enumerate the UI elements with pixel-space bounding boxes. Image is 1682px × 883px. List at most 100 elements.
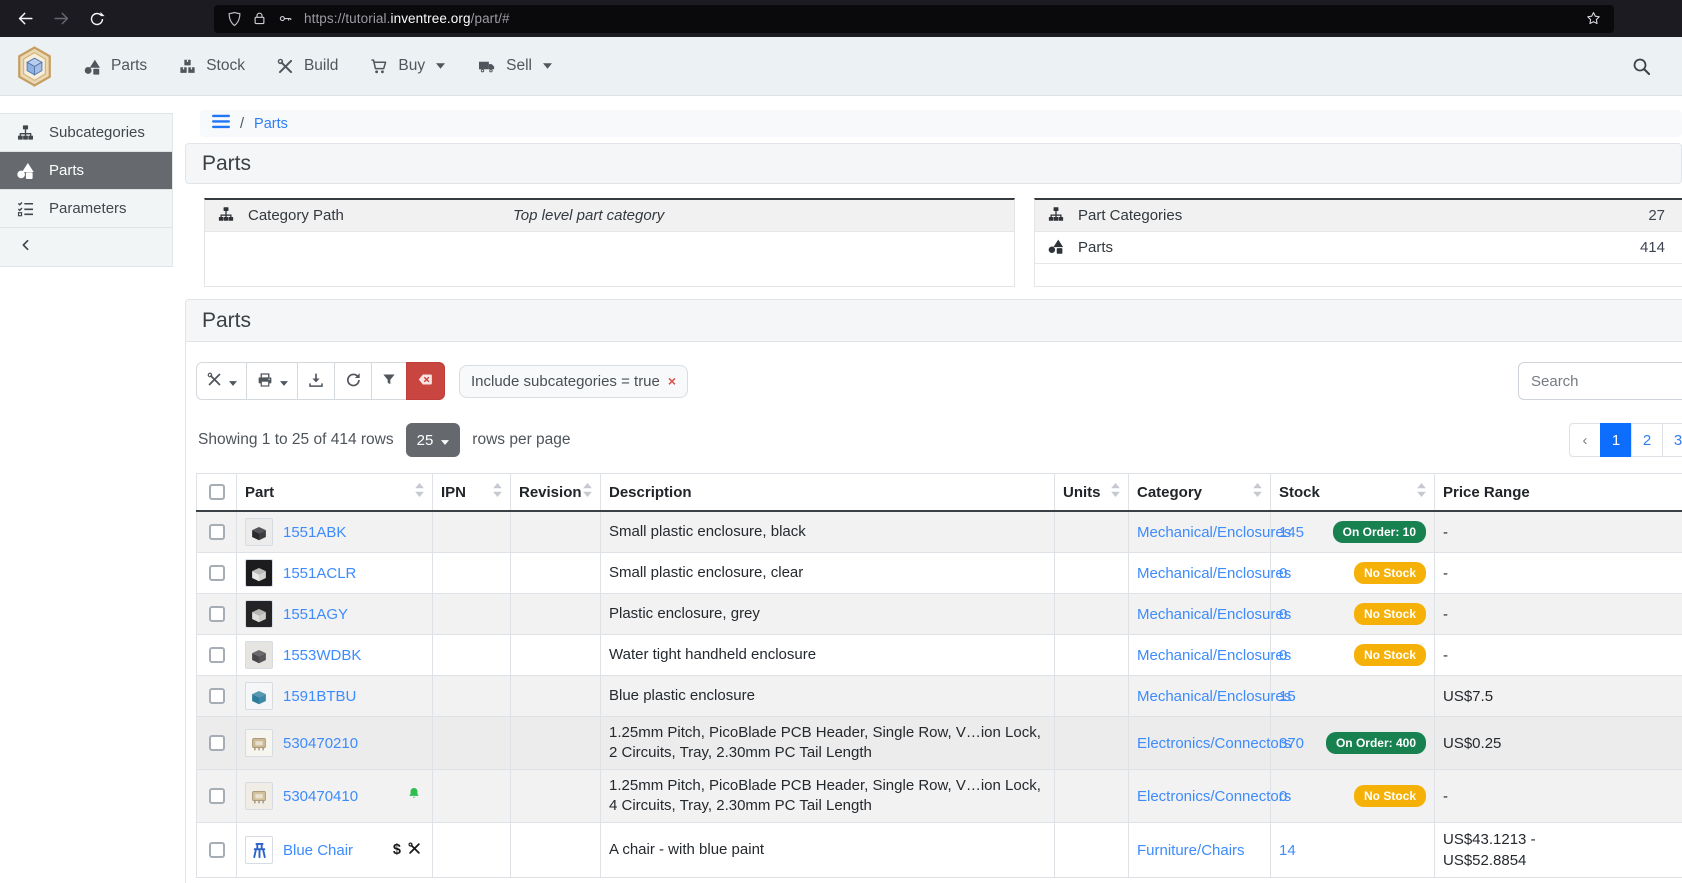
part-link[interactable]: Blue Chair — [283, 841, 354, 859]
row-checkbox[interactable] — [208, 735, 225, 751]
sort-icon[interactable] — [415, 483, 424, 501]
part-thumbnail[interactable] — [245, 600, 273, 628]
nav-item-sell[interactable]: Sell — [476, 57, 552, 76]
sort-icon[interactable] — [493, 483, 502, 501]
sidebar-item-subcategories[interactable]: Subcategories — [0, 114, 172, 152]
select-all-checkbox[interactable] — [208, 484, 225, 500]
part-thumbnail[interactable] — [245, 682, 273, 710]
nav-item-buy[interactable]: Buy — [369, 57, 446, 76]
category-link[interactable]: Electronics/Connectors — [1137, 734, 1292, 752]
search-icon[interactable] — [1631, 56, 1652, 77]
nav-item-build[interactable]: Build — [276, 57, 338, 76]
bookmark-star-icon[interactable] — [1585, 10, 1602, 27]
part-link[interactable]: 530470410 — [283, 787, 359, 805]
column-header-stock[interactable]: Stock — [1270, 473, 1435, 512]
sort-icon[interactable] — [1253, 483, 1262, 501]
category-link[interactable]: Mechanical/Enclosures — [1137, 605, 1292, 623]
description-cell: 1.25mm Pitch, PicoBlade PCB Header, Sing… — [600, 716, 1055, 770]
bell-icon[interactable] — [406, 786, 422, 806]
category-link[interactable]: Mechanical/Enclosures — [1137, 646, 1292, 664]
row-checkbox[interactable] — [208, 606, 225, 622]
search-input[interactable] — [1518, 362, 1682, 400]
part-thumbnail[interactable] — [245, 641, 273, 669]
category-link[interactable]: Electronics/Connectors — [1137, 787, 1292, 805]
part-link[interactable]: 1551ACLR — [283, 564, 357, 582]
part-thumbnail[interactable] — [245, 729, 273, 757]
part-link[interactable]: 1591BTBU — [283, 687, 357, 705]
chevron-down-icon — [229, 374, 237, 389]
refresh-button[interactable] — [334, 362, 372, 400]
pagination-page-2[interactable]: 2 — [1631, 423, 1663, 457]
lock-icon[interactable] — [252, 10, 267, 27]
part-thumbnail[interactable] — [245, 518, 273, 546]
row-checkbox[interactable] — [208, 842, 225, 858]
shield-icon[interactable] — [226, 10, 243, 28]
breadcrumb: / Parts — [200, 110, 1682, 137]
part-thumbnail[interactable] — [245, 836, 273, 864]
filter-button[interactable] — [371, 362, 407, 400]
column-header-description[interactable]: Description — [600, 473, 1055, 512]
row-checkbox[interactable] — [208, 524, 225, 540]
column-header-category[interactable]: Category — [1128, 473, 1271, 512]
stock-link[interactable]: 14 — [1279, 841, 1296, 859]
part-link[interactable]: 1553WDBK — [283, 646, 362, 664]
part-link[interactable]: 1551ABK — [283, 523, 347, 541]
filter-chip[interactable]: Include subcategories = true × — [459, 364, 689, 398]
tools-icon — [206, 371, 223, 391]
print-button[interactable] — [246, 362, 298, 400]
key-icon[interactable] — [276, 11, 295, 26]
stock-link[interactable]: 0 — [1279, 646, 1288, 664]
column-header-part[interactable]: Part — [236, 473, 433, 512]
category-link[interactable]: Furniture/Chairs — [1137, 841, 1245, 859]
clear-filters-button[interactable] — [406, 362, 445, 400]
stock-link[interactable]: 145 — [1279, 523, 1305, 541]
sitemap-icon — [15, 123, 35, 142]
stock-link[interactable]: 0 — [1279, 605, 1288, 623]
nav-item-parts[interactable]: Parts — [83, 57, 147, 76]
sort-icon[interactable] — [583, 483, 592, 501]
part-thumbnail[interactable] — [245, 559, 273, 587]
pagination-page-1[interactable]: 1 — [1600, 423, 1632, 457]
back-icon[interactable] — [16, 9, 35, 28]
page-size-dropdown[interactable]: 25 — [405, 423, 461, 457]
row-checkbox[interactable] — [208, 788, 225, 804]
part-link[interactable]: 1551AGY — [283, 605, 349, 623]
row-checkbox[interactable] — [208, 688, 225, 704]
inventree-logo[interactable] — [16, 45, 53, 87]
url-bar[interactable]: https://tutorial.inventree.org/part/# — [214, 4, 1614, 33]
nav-item-stock[interactable]: Stock — [178, 57, 245, 76]
stock-link[interactable]: 0 — [1279, 787, 1288, 805]
category-link[interactable]: Mechanical/Enclosures — [1137, 564, 1292, 582]
column-header-revision[interactable]: Revision — [510, 473, 601, 512]
column-header-units[interactable]: Units — [1054, 473, 1129, 512]
sort-icon[interactable] — [1111, 483, 1120, 501]
description-cell: 1.25mm Pitch, PicoBlade PCB Header, Sing… — [600, 769, 1055, 823]
menu-hamburger-icon[interactable] — [212, 114, 230, 133]
sidebar-item-parts[interactable]: Parts — [0, 152, 172, 190]
checklist-icon — [15, 199, 35, 218]
sitemap-icon — [1047, 205, 1065, 227]
stock-link[interactable]: 370 — [1279, 734, 1305, 752]
part-thumbnail[interactable] — [245, 782, 273, 810]
row-checkbox[interactable] — [208, 565, 225, 581]
breadcrumb-parts-link[interactable]: Parts — [254, 115, 288, 132]
pagination-prev[interactable]: ‹ — [1569, 423, 1601, 457]
stock-link[interactable]: 15 — [1279, 687, 1296, 705]
part-link[interactable]: 530470210 — [283, 734, 359, 752]
column-header-ipn[interactable]: IPN — [432, 473, 511, 512]
category-link[interactable]: Mechanical/Enclosures — [1137, 687, 1292, 705]
ipn-cell — [432, 716, 511, 770]
row-checkbox[interactable] — [208, 647, 225, 663]
sidebar-item-parameters[interactable]: Parameters — [0, 190, 172, 228]
category-link[interactable]: Mechanical/Enclosures — [1137, 523, 1292, 541]
sort-icon[interactable] — [1417, 483, 1426, 501]
table-actions-button[interactable] — [196, 362, 247, 400]
pagination-page-3[interactable]: 3 — [1662, 423, 1682, 457]
remove-filter-icon[interactable]: × — [667, 373, 677, 389]
reload-icon[interactable] — [88, 10, 106, 28]
sidebar-collapse-button[interactable] — [0, 228, 172, 267]
forward-icon[interactable] — [52, 9, 71, 28]
download-button[interactable] — [297, 362, 335, 400]
stock-link[interactable]: 0 — [1279, 564, 1288, 582]
column-header-price-range[interactable]: Price Range — [1434, 473, 1682, 512]
